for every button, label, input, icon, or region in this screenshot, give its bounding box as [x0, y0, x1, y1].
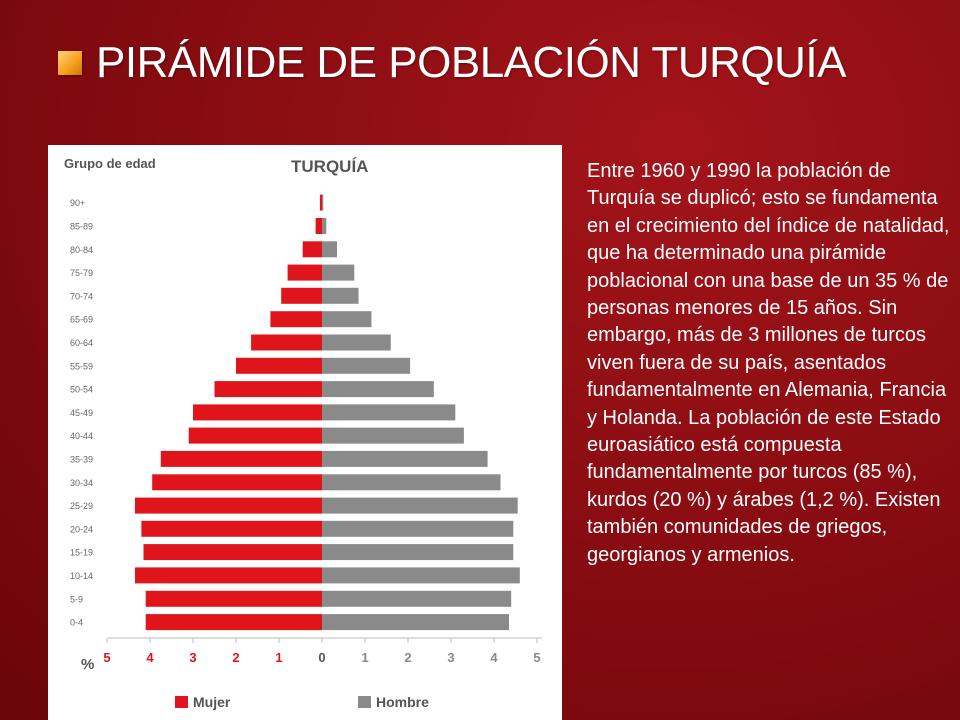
age-label: 25-29 — [70, 501, 93, 511]
age-label: 80-84 — [70, 245, 93, 255]
age-label: 70-74 — [70, 291, 93, 301]
bar-mujer-10-14 — [135, 567, 322, 584]
bar-hombre-90+ — [322, 194, 324, 211]
legend: Mujer Hombre — [175, 694, 429, 710]
x-tick-label: 3 — [189, 650, 196, 665]
x-tick-label: 5 — [103, 650, 110, 665]
bar-hombre-30-34 — [322, 474, 501, 491]
value-axis-label: % — [81, 656, 94, 673]
bar-mujer-65-69 — [270, 311, 322, 328]
age-label: 90+ — [70, 198, 85, 208]
legend-label-mujer: Mujer — [193, 694, 231, 710]
bar-hombre-50-54 — [322, 381, 434, 398]
x-tick-label: 1 — [361, 650, 368, 665]
legend-label-hombre: Hombre — [376, 694, 429, 710]
bars-group — [135, 194, 520, 631]
bar-mujer-25-29 — [135, 497, 322, 514]
bar-mujer-50-54 — [214, 381, 322, 398]
age-label: 45-49 — [70, 408, 93, 418]
age-labels-group: 90+ 85-89 80-84 75-79 70-74 65-69 60-64 55-59 50… — [70, 198, 93, 627]
bar-mujer-85-89 — [315, 218, 323, 234]
bar-hombre-55-59 — [322, 357, 411, 374]
bar-hombre-65-69 — [322, 311, 372, 328]
bar-mujer-90+ — [319, 194, 322, 211]
population-pyramid-chart: Grupo de edad TURQUÍA 90+ 85-89 80-84 75-79… — [48, 145, 562, 720]
bar-mujer-20-24 — [141, 520, 322, 537]
age-label: 10-14 — [70, 571, 93, 581]
bar-mujer-35-39 — [160, 450, 323, 467]
bar-hombre-60-64 — [322, 334, 391, 351]
bullet-icon — [58, 51, 82, 75]
slide-title: PIRÁMIDE DE POBLACIÓN TURQUÍA — [58, 38, 846, 88]
bar-mujer-5-9 — [145, 590, 322, 607]
x-tick-label: 0 — [318, 650, 325, 665]
age-label: 5-9 — [70, 594, 83, 604]
bar-hombre-75-79 — [322, 264, 355, 281]
legend-swatch-mujer — [175, 696, 188, 708]
bar-mujer-75-79 — [287, 264, 322, 281]
bar-hombre-15-19 — [322, 544, 514, 561]
bar-hombre-40-44 — [322, 427, 464, 444]
bar-hombre-20-24 — [322, 520, 514, 537]
age-label: 75-79 — [70, 268, 93, 278]
age-label: 50-54 — [70, 385, 93, 395]
bar-hombre-45-49 — [322, 404, 456, 421]
bar-mujer-80-84 — [302, 241, 323, 258]
x-tick-label: 2 — [232, 650, 239, 665]
age-label: 0-4 — [70, 618, 83, 628]
bar-mujer-70-74 — [281, 287, 323, 304]
description-text: Entre 1960 y 1990 la población de Turquí… — [587, 160, 950, 566]
age-label: 85-89 — [70, 222, 93, 232]
bar-hombre-85-89 — [322, 218, 327, 234]
bar-mujer-60-64 — [251, 334, 323, 351]
age-label: 20-24 — [70, 524, 93, 534]
title-text: PIRÁMIDE DE POBLACIÓN TURQUÍA — [96, 38, 846, 87]
age-label: 40-44 — [70, 431, 93, 441]
pyramid-svg: Grupo de edad TURQUÍA 90+ 85-89 80-84 75-79… — [64, 156, 542, 710]
x-ticks-group: 5 4 3 2 1 0 1 2 3 4 5 — [103, 638, 541, 665]
age-label: 65-69 — [70, 315, 93, 325]
bar-mujer-45-49 — [193, 404, 322, 421]
bar-mujer-15-19 — [143, 544, 322, 561]
x-tick-label: 2 — [404, 650, 411, 665]
age-label: 60-64 — [70, 338, 93, 348]
x-tick-label: 4 — [490, 650, 498, 665]
x-tick-label: 4 — [146, 650, 154, 665]
bar-hombre-5-9 — [322, 590, 512, 607]
category-axis-label: Grupo de edad — [64, 156, 156, 171]
age-label: 15-19 — [70, 548, 93, 558]
bar-hombre-25-29 — [322, 497, 518, 514]
bar-mujer-0-4 — [145, 614, 322, 631]
bar-hombre-10-14 — [322, 567, 520, 584]
bar-hombre-80-84 — [322, 241, 337, 258]
x-tick-label: 3 — [447, 650, 454, 665]
age-label: 55-59 — [70, 361, 93, 371]
age-label: 30-34 — [70, 478, 93, 488]
x-tick-label: 5 — [533, 650, 540, 665]
bar-hombre-35-39 — [322, 450, 488, 467]
bar-mujer-55-59 — [236, 357, 322, 374]
bar-mujer-40-44 — [188, 427, 322, 444]
bar-mujer-30-34 — [152, 474, 322, 491]
bar-hombre-0-4 — [322, 614, 509, 631]
chart-title: TURQUÍA — [291, 157, 368, 176]
x-tick-label: 1 — [275, 650, 282, 665]
legend-swatch-hombre — [358, 696, 371, 708]
bar-hombre-70-74 — [322, 287, 359, 304]
age-label: 35-39 — [70, 454, 93, 464]
